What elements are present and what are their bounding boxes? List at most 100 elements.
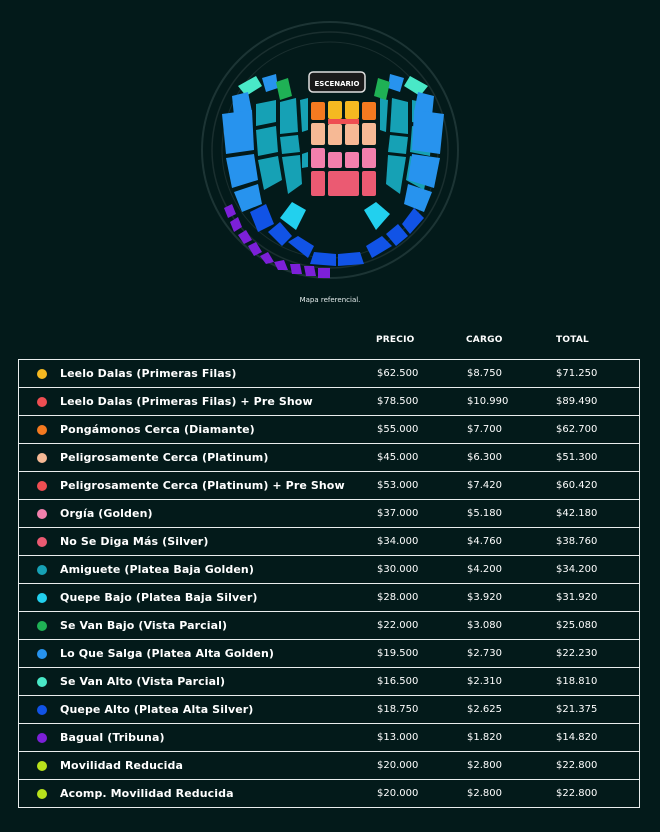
section-silver-3[interactable] <box>362 171 376 196</box>
section-platea-alta-silver-r1[interactable] <box>402 208 424 234</box>
section-platea-alta-golden-r1[interactable] <box>414 92 434 116</box>
table-row: No Se Diga Más (Silver) $34.000 $4.760 $38.… <box>18 527 640 556</box>
section-tribuna-7[interactable] <box>290 264 302 274</box>
section-primeras-filas-left[interactable] <box>328 101 342 119</box>
color-dot-icon <box>37 677 47 687</box>
section-tribuna-8[interactable] <box>304 266 316 276</box>
section-tribuna-2[interactable] <box>230 217 242 232</box>
section-tribuna-1[interactable] <box>224 204 236 218</box>
section-pre-show[interactable] <box>328 119 359 124</box>
header-precio: PRECIO <box>376 335 415 345</box>
section-platea-alta-golden-l4[interactable] <box>234 184 262 212</box>
ticket-name: Orgía (Golden) <box>60 499 377 528</box>
section-platea-baja-l6[interactable] <box>256 100 276 126</box>
price-cell: $55.000 <box>377 415 467 444</box>
section-silver-1[interactable] <box>311 171 325 196</box>
ticket-name: Pongámonos Cerca (Diamante) <box>60 415 377 444</box>
section-platea-baja-silver-r[interactable] <box>364 202 390 230</box>
color-cell <box>18 443 60 472</box>
section-platea-alta-golden-r2[interactable] <box>412 110 444 154</box>
ticket-name: Leelo Dalas (Primeras Filas) + Pre Show <box>60 387 377 416</box>
section-platea-baja-golden-r3[interactable] <box>386 155 406 194</box>
section-platinum-3[interactable] <box>345 124 359 145</box>
table-row: Bagual (Tribuna) $13.000 $1.820 $14.820 <box>18 723 640 752</box>
section-platea-alta-golden-l2[interactable] <box>222 110 254 154</box>
section-platea-baja-golden-l1[interactable] <box>280 98 298 134</box>
section-tribuna-3[interactable] <box>238 230 252 244</box>
section-platea-baja-golden-r1[interactable] <box>390 98 408 134</box>
section-platea-alta-golden-l1[interactable] <box>232 92 252 116</box>
section-platea-baja-l8[interactable] <box>258 156 282 190</box>
section-golden-1[interactable] <box>311 148 325 168</box>
section-platea-baja-golden-r4[interactable] <box>380 98 388 132</box>
section-golden-3[interactable] <box>345 152 359 168</box>
section-platea-alta-silver-c2[interactable] <box>338 252 364 266</box>
total-cell: $22.800 <box>556 779 640 808</box>
section-vista-parcial-bajo-r[interactable] <box>374 78 390 100</box>
color-cell <box>18 639 60 668</box>
section-platea-baja-silver-l[interactable] <box>280 202 306 230</box>
section-platea-baja-l7[interactable] <box>256 126 278 156</box>
color-cell <box>18 499 60 528</box>
ticket-name: Se Van Bajo (Vista Parcial) <box>60 611 377 640</box>
section-platea-alta-golden-l0[interactable] <box>262 74 278 92</box>
section-platea-baja-golden-l2[interactable] <box>280 135 300 154</box>
section-platea-alta-silver-l2[interactable] <box>268 222 292 246</box>
section-platea-alta-golden-r3[interactable] <box>408 154 440 188</box>
color-dot-icon <box>37 509 47 519</box>
price-cell: $20.000 <box>377 779 467 808</box>
section-tribuna-5[interactable] <box>260 252 274 264</box>
section-diamante-left[interactable] <box>311 102 325 120</box>
section-platea-alta-silver-l1[interactable] <box>250 204 274 232</box>
section-platea-alta-golden-r0[interactable] <box>388 74 404 92</box>
stage-label: ESCENARIO <box>315 80 360 88</box>
section-tribuna-4[interactable] <box>248 242 262 256</box>
total-cell: $60.420 <box>556 471 640 500</box>
section-platea-baja-golden-l3[interactable] <box>282 155 302 194</box>
price-cell: $20.000 <box>377 751 467 780</box>
section-vista-parcial-bajo-l[interactable] <box>276 78 292 100</box>
ticket-name: Acomp. Movilidad Reducida <box>60 779 377 808</box>
section-vista-parcial-alto-l[interactable] <box>238 76 262 96</box>
section-platea-baja-golden-l4[interactable] <box>300 98 308 132</box>
section-platinum-4[interactable] <box>362 123 376 145</box>
section-platea-baja-golden-r2[interactable] <box>388 135 408 154</box>
section-tribuna-6[interactable] <box>274 260 288 270</box>
section-platea-alta-silver-r2[interactable] <box>386 224 408 246</box>
section-golden-4[interactable] <box>362 148 376 168</box>
color-dot-icon <box>37 369 47 379</box>
section-platea-alta-silver-l3[interactable] <box>288 236 314 258</box>
section-platinum-2[interactable] <box>328 124 342 145</box>
venue-map-svg: ESCENARIO <box>201 21 459 279</box>
table-row: Peligrosamente Cerca (Platinum) + Pre Sh… <box>18 471 640 500</box>
color-dot-icon <box>37 565 47 575</box>
price-cell: $28.000 <box>377 583 467 612</box>
fee-cell: $5.180 <box>467 499 556 528</box>
section-golden-2[interactable] <box>328 152 342 168</box>
price-cell: $78.500 <box>377 387 467 416</box>
venue-seating-map: ESCENARIO <box>196 2 466 302</box>
section-platinum-1[interactable] <box>311 123 325 145</box>
table-row: Se Van Bajo (Vista Parcial) $22.000 $3.080… <box>18 611 640 640</box>
section-diamante-right[interactable] <box>362 102 376 120</box>
total-cell: $31.920 <box>556 583 640 612</box>
fee-cell: $7.700 <box>467 415 556 444</box>
section-vista-parcial-alto-r[interactable] <box>404 76 428 96</box>
price-table: Leelo Dalas (Primeras Filas) $62.500 $8.75… <box>18 359 640 808</box>
color-dot-icon <box>37 621 47 631</box>
section-platea-alta-golden-l3[interactable] <box>226 154 258 188</box>
price-cell: $53.000 <box>377 471 467 500</box>
color-dot-icon <box>37 789 47 799</box>
section-tribuna-9[interactable] <box>318 268 330 278</box>
section-platea-alta-silver-r3[interactable] <box>366 236 392 258</box>
section-silver-2[interactable] <box>328 171 359 196</box>
section-platea-baja-golden-l5[interactable] <box>302 152 308 168</box>
color-dot-icon <box>37 397 47 407</box>
section-platea-alta-silver-c[interactable] <box>310 252 336 266</box>
section-primeras-filas-right[interactable] <box>345 101 359 119</box>
upper-left-blocks <box>222 74 292 212</box>
color-cell <box>18 667 60 696</box>
section-platea-alta-golden-r4[interactable] <box>404 184 432 212</box>
upper-right-blocks <box>374 74 444 212</box>
table-headers: PRECIO CARGO TOTAL <box>0 335 660 349</box>
